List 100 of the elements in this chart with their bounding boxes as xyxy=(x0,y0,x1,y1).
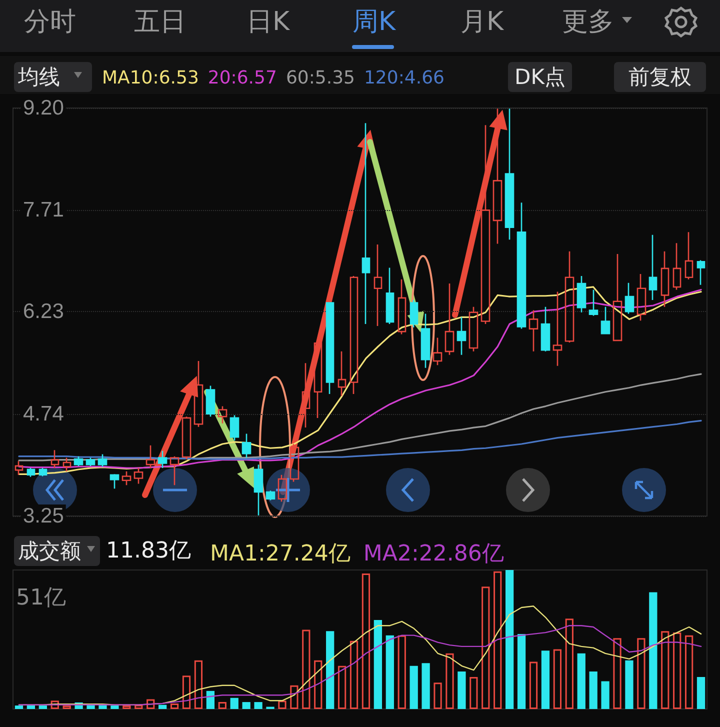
candlestick xyxy=(146,444,156,469)
bar xyxy=(50,700,59,709)
candlestick xyxy=(576,275,586,313)
bar xyxy=(14,706,24,709)
bar xyxy=(110,706,119,709)
bar xyxy=(326,631,334,709)
bar xyxy=(422,663,430,709)
candlestick xyxy=(420,313,430,369)
candlestick xyxy=(230,414,240,442)
bar xyxy=(338,666,346,709)
bar xyxy=(182,676,191,709)
candlestick xyxy=(432,337,442,366)
candlestick xyxy=(290,443,300,482)
bar xyxy=(170,703,179,709)
candlestick xyxy=(362,122,370,325)
candlestick xyxy=(552,291,562,366)
bar xyxy=(589,671,598,709)
candlestick xyxy=(254,464,264,516)
y-tick-label: 9.20 xyxy=(23,96,64,120)
bar xyxy=(494,571,502,709)
text: 11.83亿 xyxy=(106,538,191,564)
candlestick xyxy=(242,433,252,458)
bar xyxy=(434,682,442,709)
candlestick xyxy=(588,289,598,316)
text: 成交额 xyxy=(18,539,81,563)
candlestick xyxy=(26,467,36,478)
candlestick xyxy=(492,108,502,244)
line-series xyxy=(18,420,702,460)
bar xyxy=(458,671,466,709)
candlestick xyxy=(648,234,658,301)
candlestick xyxy=(684,231,694,280)
candlestick xyxy=(468,306,478,352)
text: DK点 xyxy=(514,65,566,89)
candlestick xyxy=(314,340,322,419)
candlestick xyxy=(456,316,466,356)
bar xyxy=(38,706,47,709)
bar xyxy=(661,631,670,709)
text: 月K xyxy=(460,7,504,37)
bar xyxy=(26,706,36,709)
text: 分时 xyxy=(24,7,76,37)
text: MA10:6.53 xyxy=(102,68,199,88)
candlestick xyxy=(504,108,514,240)
candlestick xyxy=(206,385,216,418)
text: 更多 xyxy=(562,7,614,37)
bar xyxy=(122,706,131,709)
text: 60:5.35 xyxy=(286,68,355,88)
bar xyxy=(314,660,322,709)
candlestick xyxy=(480,124,490,325)
text: 均线 xyxy=(17,65,60,89)
candlestick xyxy=(350,275,358,395)
text: MA1:27.24亿 xyxy=(210,542,350,566)
bar xyxy=(470,677,478,709)
candlestick xyxy=(158,450,168,469)
bar xyxy=(194,660,203,709)
candlestick xyxy=(444,282,454,356)
bar xyxy=(529,662,538,709)
bar xyxy=(158,704,167,709)
text: 20:6.57 xyxy=(208,68,277,88)
candlestick xyxy=(14,460,24,476)
candlestick xyxy=(624,282,634,314)
bar xyxy=(134,704,143,709)
candlestick xyxy=(660,250,670,308)
bar xyxy=(637,638,646,709)
y-tick-label: 6.23 xyxy=(23,300,64,324)
y-tick-label: 3.25 xyxy=(23,504,64,528)
bar xyxy=(62,706,71,709)
y-tick-label: 4.74 xyxy=(23,402,64,426)
candlestick xyxy=(266,490,276,501)
candlestick xyxy=(326,302,334,395)
candlestick xyxy=(38,467,48,477)
annotation: 51亿 xyxy=(16,586,66,610)
bar xyxy=(290,685,298,709)
candlestick xyxy=(74,456,84,467)
bar xyxy=(398,635,406,709)
candlestick xyxy=(50,450,60,469)
candlestick xyxy=(338,350,346,397)
bar xyxy=(684,635,694,709)
bar xyxy=(362,573,370,709)
candlestick xyxy=(194,360,204,428)
bar xyxy=(577,653,586,709)
bar xyxy=(696,677,706,709)
bar xyxy=(410,666,418,709)
text: 120:4.66 xyxy=(364,68,444,88)
y-tick-label: 7.71 xyxy=(23,198,64,222)
candlestick xyxy=(86,457,96,467)
bar xyxy=(218,702,226,709)
bar xyxy=(278,700,286,709)
bar xyxy=(625,660,634,709)
bar xyxy=(649,592,658,709)
candlestick xyxy=(62,457,72,472)
text: 日K xyxy=(246,7,290,37)
candlestick xyxy=(540,306,550,352)
bar xyxy=(506,570,514,709)
bar xyxy=(350,640,358,709)
text: 周K xyxy=(352,7,396,37)
bar xyxy=(446,653,454,709)
candlestick xyxy=(612,253,622,342)
text: 前复权 xyxy=(628,65,692,89)
text: MA2:22.86亿 xyxy=(363,542,504,566)
candlestick xyxy=(374,244,382,327)
